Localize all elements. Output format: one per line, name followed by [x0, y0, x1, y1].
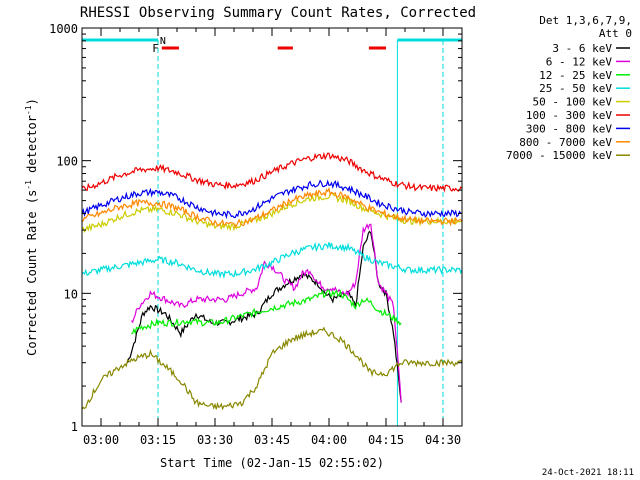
y-axis-label-sup2: -1 [24, 105, 33, 115]
plot-frame [81, 27, 463, 427]
series-line-6 [81, 179, 463, 220]
y-axis-label-end: ) [25, 98, 39, 105]
footer-date: 24-Oct-2021 18:11 [542, 468, 634, 478]
series-line-7 [81, 186, 463, 229]
series-line-3 [81, 241, 463, 280]
legend-label-4: 50 - 100 keV [533, 96, 613, 109]
legend-label-7: 800 - 7000 keV [519, 136, 612, 149]
y-tick-label-1: 10 [64, 287, 78, 301]
y-tick-label-3: 1000 [49, 22, 78, 36]
series-lines [81, 151, 463, 411]
x-tick-label-3: 03:45 [254, 433, 290, 447]
x-tick-label-0: 03:00 [83, 433, 119, 447]
y-tick-label-2: 100 [56, 155, 78, 169]
y-axis-label-sup1: -1 [24, 180, 33, 190]
legend-label-3: 25 - 50 keV [539, 82, 612, 95]
x-tick-label-2: 03:30 [197, 433, 233, 447]
y-tick-label-0: 1 [71, 420, 78, 434]
x-axis-label: Start Time (02-Jan-15 02:55:02) [160, 456, 384, 470]
x-tick-label-1: 03:15 [140, 433, 176, 447]
legend-label-1: 6 - 12 keV [546, 55, 613, 68]
series-line-8 [81, 326, 463, 411]
x-axis: 03:00 03:15 03:30 03:45 04:00 04:15 04:30 [81, 28, 463, 447]
series-line-5 [81, 151, 463, 193]
chart-title: RHESSI Observing Summary Count Rates, Co… [80, 5, 476, 21]
legend-label-2: 12 - 25 keV [539, 69, 612, 82]
legend-label-5: 100 - 300 keV [526, 109, 612, 122]
x-tick-label-4: 04:00 [311, 433, 347, 447]
legend-header-line-2: Att 0 [599, 27, 632, 40]
x-tick-label-6: 04:30 [425, 433, 461, 447]
series-line-2 [131, 289, 402, 335]
legend-label-8: 7000 - 15000 keV [506, 149, 612, 162]
series-line-0 [127, 230, 402, 403]
x-tick-label-5: 04:15 [368, 433, 404, 447]
y-axis-label-main: Corrected Count Rate (s [25, 190, 39, 356]
observing-flags: NF [82, 36, 462, 426]
y-axis-label-mid: detector [25, 115, 39, 180]
red-label-0: F [152, 42, 159, 55]
legend-label-0: 3 - 6 keV [552, 42, 612, 55]
legend-header-line-1: Det 1,3,6,7,9, [539, 14, 632, 27]
cyan-label-0: N [160, 36, 166, 47]
legend-label-6: 300 - 800 keV [526, 122, 612, 135]
y-axis-label: Corrected Count Rate (s-1 detector-1) [24, 98, 39, 356]
y-axis: 1 10 100 1000 [49, 22, 462, 434]
